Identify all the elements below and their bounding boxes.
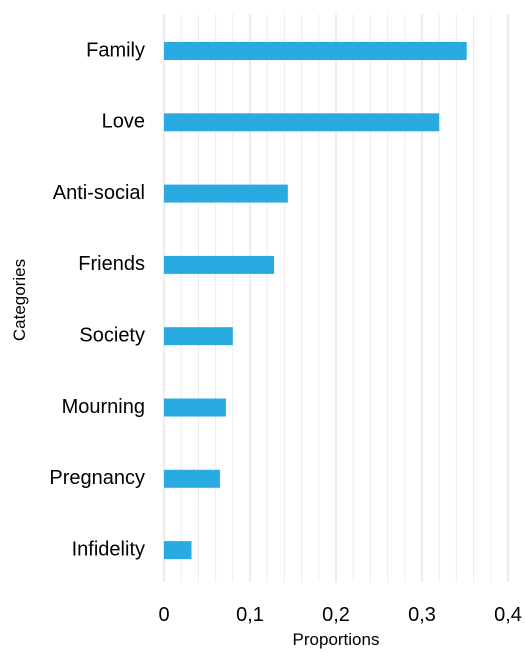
bar-family — [164, 42, 467, 60]
gridlines — [163, 14, 509, 582]
bar-love — [164, 113, 440, 132]
bar-pregnancy — [164, 469, 220, 488]
bar-mourning — [164, 398, 226, 417]
category-label: Society — [79, 324, 145, 346]
category-label: Friends — [78, 253, 145, 275]
category-label: Anti-social — [53, 182, 145, 204]
bar-friends — [164, 255, 275, 274]
bar-society — [164, 327, 233, 346]
x-tick-label: 0,3 — [408, 604, 436, 626]
x-tick-label: 0 — [158, 604, 169, 626]
y-axis-title: Categories — [10, 259, 29, 341]
x-tick-labels: 0 0,1 0,2 0,3 0,4 — [158, 604, 521, 626]
category-label: Infidelity — [72, 538, 145, 560]
x-tick-label: 0,2 — [322, 604, 350, 626]
x-tick-label: 0,4 — [494, 604, 522, 626]
x-tick-label: 0,1 — [236, 604, 264, 626]
x-axis-title: Proportions — [293, 630, 380, 649]
bars — [164, 42, 467, 560]
category-label: Love — [102, 111, 145, 133]
category-label: Family — [86, 39, 145, 61]
category-labels: Family Love Anti-social Friends Society Mourn… — [49, 39, 145, 560]
bar-infidelity — [164, 541, 192, 560]
category-label: Mourning — [62, 396, 145, 418]
bar-anti-social — [164, 184, 288, 203]
category-label: Pregnancy — [49, 467, 145, 489]
